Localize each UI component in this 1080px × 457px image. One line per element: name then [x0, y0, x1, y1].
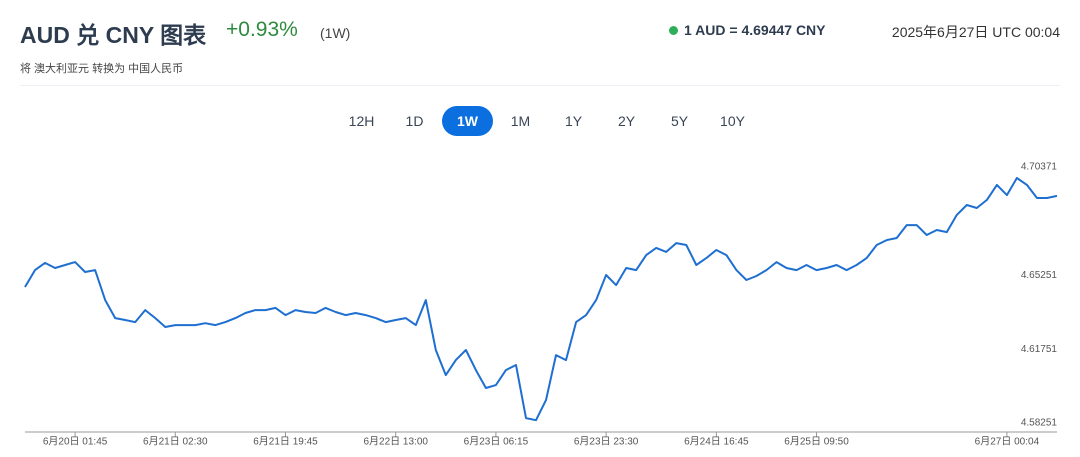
y-tick-label: 4.61751 — [1021, 344, 1058, 355]
rate: 1 AUD = 4.69447 CNY — [684, 22, 826, 38]
price-line — [24, 177, 1058, 422]
range-button[interactable]: 10Y — [720, 113, 745, 129]
range-button[interactable]: 5Y — [670, 113, 689, 129]
range-buttons: 12H 1D 1W 1M 1Y 2Y 5Y 10Y — [336, 106, 758, 136]
range-button[interactable]: 1M — [510, 113, 531, 129]
change: +0.93% — [226, 18, 298, 41]
period: (1W) — [320, 25, 351, 41]
subtitle: 将 澳大利亚元 转换为 中国人民币 — [20, 63, 184, 75]
title: AUD 兑 CNY 图表 — [20, 22, 207, 48]
x-tick-label: 6月21日 19:45 — [253, 436, 318, 448]
timestamp: 2025年6月27日 UTC 00:04 — [891, 24, 1060, 40]
range-button[interactable]: 2Y — [617, 113, 636, 129]
y-tick-label: 4.58251 — [1021, 418, 1058, 429]
x-tick-label: 6月27日 00:04 — [975, 436, 1040, 448]
range-button[interactable]: 1D — [405, 113, 424, 129]
range-button[interactable]: 1Y — [564, 113, 583, 129]
x-tick-label: 6月24日 16:45 — [684, 436, 749, 448]
x-tick-label: 6月20日 01:45 — [43, 436, 108, 448]
x-tick-label: 6月25日 09:50 — [784, 436, 849, 448]
x-tick-label: 6月21日 02:30 — [143, 436, 208, 448]
separator — [20, 85, 1060, 86]
live-dot — [669, 26, 678, 35]
x-tick-label: 6月23日 23:30 — [574, 436, 639, 448]
x-tick-label: 6月22日 13:00 — [363, 436, 428, 448]
range-button[interactable]: 12H — [348, 113, 375, 129]
x-tick-label: 6月23日 06:15 — [464, 436, 529, 448]
range-button[interactable]: 1W — [442, 106, 493, 136]
y-tick-label: 4.65251 — [1021, 270, 1058, 281]
y-tick-label: 4.70371 — [1021, 162, 1058, 173]
